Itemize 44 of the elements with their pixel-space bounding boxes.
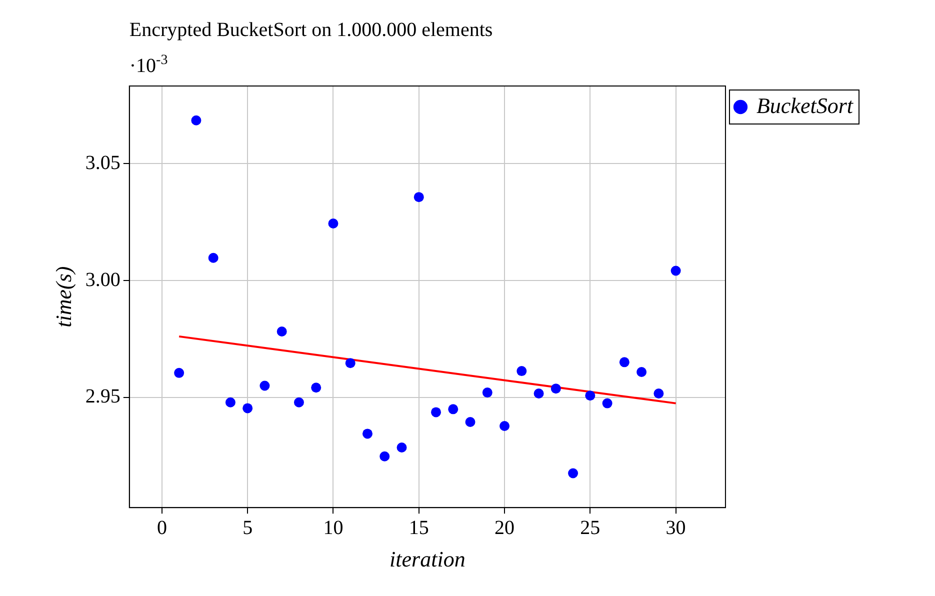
point: [670, 266, 681, 276]
point: [242, 403, 253, 414]
legend-label: BucketSort: [756, 92, 854, 118]
x-tick-label: 25: [580, 516, 600, 539]
point: [276, 326, 287, 337]
x-tick-label: 30: [666, 516, 686, 539]
point: [362, 428, 372, 439]
point: [431, 407, 442, 418]
point: [602, 398, 612, 408]
chart-title: Encrypted BucketSort on 1.000.000 elements: [129, 19, 493, 41]
point: [500, 420, 510, 431]
point: [191, 115, 202, 126]
y-tick-label: 3.05: [85, 152, 120, 174]
x-axis-title: iteration: [390, 546, 466, 572]
y-axis-title: time(s): [50, 266, 76, 328]
point: [225, 397, 236, 408]
x-tick-label: 0: [156, 516, 167, 539]
point: [208, 252, 218, 263]
y-tick-label: 2.95: [85, 386, 120, 408]
point: [516, 366, 527, 376]
point: [260, 380, 270, 391]
point: [585, 390, 596, 401]
point: [550, 384, 561, 394]
x-tick-label: 20: [494, 516, 515, 539]
point: [311, 382, 322, 393]
x-tick-label: 15: [408, 516, 429, 539]
point: [465, 417, 476, 428]
y-tick-label: 3.00: [85, 268, 120, 291]
point: [534, 388, 544, 398]
point: [380, 451, 390, 462]
point: [294, 397, 304, 408]
point: [328, 218, 338, 228]
point: [636, 366, 647, 377]
point: [619, 357, 630, 368]
point: [448, 404, 458, 414]
point: [568, 468, 578, 478]
x-tick-label: 10: [323, 516, 344, 539]
point: [482, 388, 492, 398]
point: [396, 442, 407, 453]
point: [414, 192, 424, 202]
point: [345, 358, 356, 368]
point: [654, 388, 664, 398]
x-tick-label: 5: [242, 516, 253, 539]
point: [174, 368, 184, 378]
